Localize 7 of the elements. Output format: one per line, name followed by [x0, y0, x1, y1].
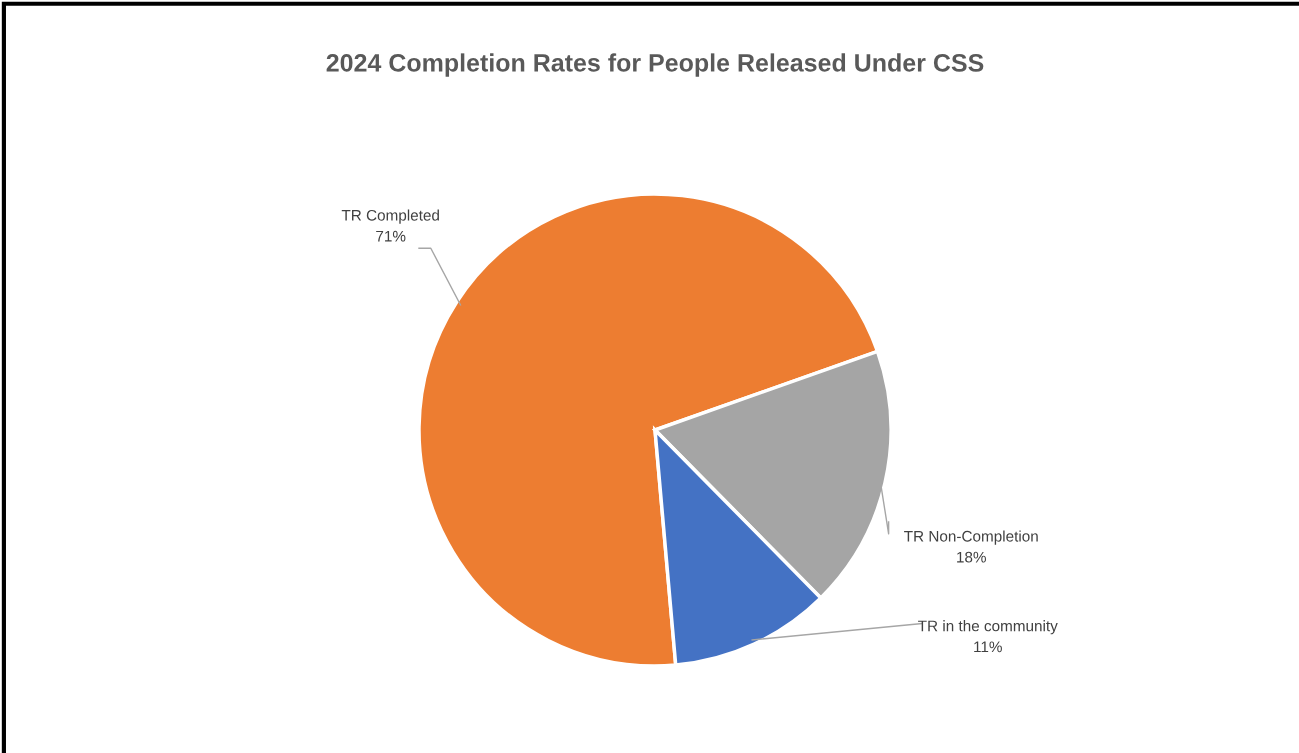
chart-title: 2024 Completion Rates for People Released Under CSS [326, 53, 984, 77]
slice-label: TR Non-Completion [904, 530, 1038, 545]
data-label: 11% [974, 641, 1002, 653]
data-label: 71% [376, 230, 406, 242]
data-label: 18% [957, 551, 986, 563]
slice-label: TR in the community [918, 620, 1058, 635]
slice-label: TR Completed [341, 209, 439, 224]
